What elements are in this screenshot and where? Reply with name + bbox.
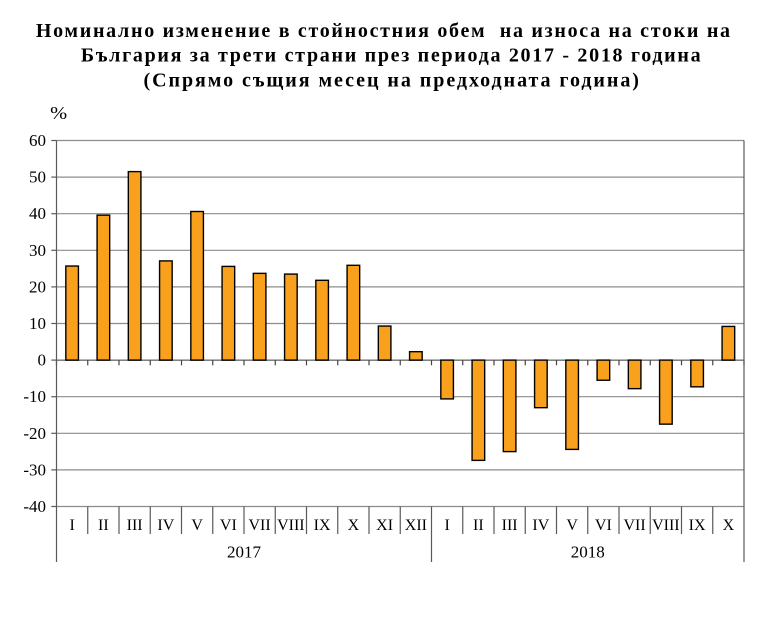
svg-text:-20: -20 xyxy=(23,424,46,443)
svg-text:VIII: VIII xyxy=(652,517,680,534)
svg-text:III: III xyxy=(502,517,518,534)
svg-text:IX: IX xyxy=(314,517,331,534)
svg-text:Номинално изменение в стойност: Номинално изменение в стойностния обем н… xyxy=(36,20,732,42)
svg-text:30: 30 xyxy=(29,241,46,260)
svg-text:IV: IV xyxy=(157,517,174,534)
svg-text:XII: XII xyxy=(405,517,427,534)
svg-text:-30: -30 xyxy=(23,460,46,479)
svg-text:V: V xyxy=(566,517,578,534)
svg-text:2018: 2018 xyxy=(571,543,605,562)
svg-text:V: V xyxy=(191,517,203,534)
svg-text:10: 10 xyxy=(29,314,46,333)
svg-text:%: % xyxy=(50,103,67,123)
svg-text:I: I xyxy=(69,517,74,534)
svg-text:II: II xyxy=(473,517,484,534)
svg-text:IV: IV xyxy=(532,517,549,534)
svg-text:60: 60 xyxy=(29,131,46,150)
svg-text:IX: IX xyxy=(689,517,706,534)
svg-text:-40: -40 xyxy=(23,497,46,516)
svg-text:0: 0 xyxy=(38,351,47,370)
svg-text:2017: 2017 xyxy=(227,543,262,562)
svg-text:20: 20 xyxy=(29,277,46,296)
svg-text:VII: VII xyxy=(624,517,646,534)
svg-text:VI: VI xyxy=(595,517,612,534)
svg-text:III: III xyxy=(127,517,143,534)
svg-text:VIII: VIII xyxy=(277,517,305,534)
svg-text:II: II xyxy=(98,517,109,534)
svg-text:I: I xyxy=(444,517,449,534)
svg-text:(Спрямо същия месец на предход: (Спрямо същия месец на предходната годин… xyxy=(143,69,640,91)
svg-text:50: 50 xyxy=(29,168,46,187)
svg-text:България за трети страни през: България за трети страни през периода 20… xyxy=(81,45,702,67)
svg-text:VI: VI xyxy=(220,517,237,534)
svg-text:-10: -10 xyxy=(23,387,46,406)
svg-text:X: X xyxy=(348,517,360,534)
svg-text:VII: VII xyxy=(249,517,271,534)
svg-text:40: 40 xyxy=(29,204,46,223)
svg-text:XI: XI xyxy=(376,517,393,534)
svg-text:X: X xyxy=(723,517,735,534)
